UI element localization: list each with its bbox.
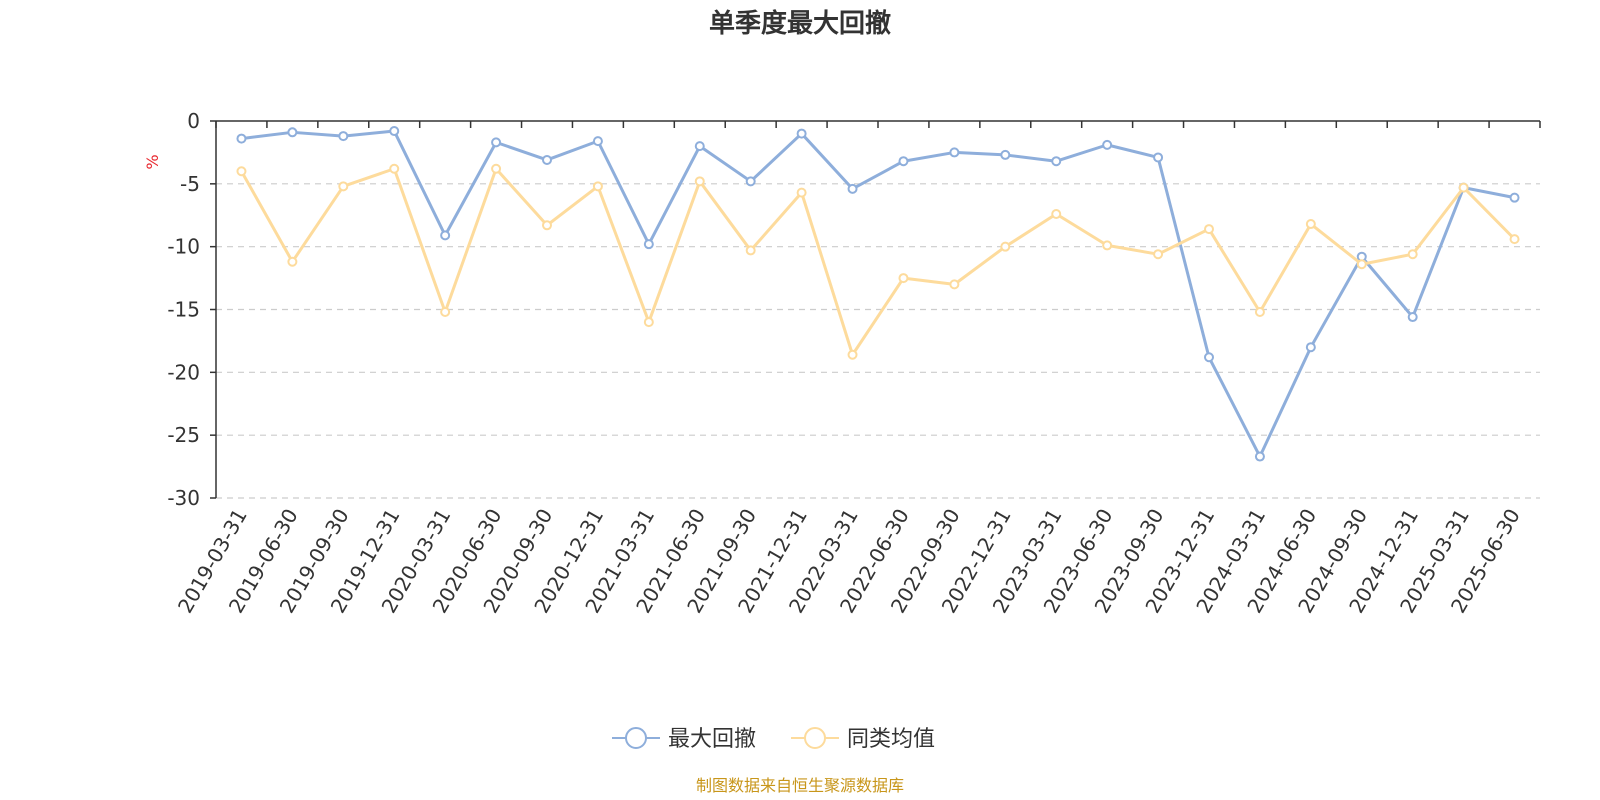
data-point[interactable] bbox=[1356, 259, 1367, 270]
y-tick-label: -20 bbox=[167, 360, 200, 384]
data-point[interactable] bbox=[1509, 192, 1520, 203]
legend-item-2[interactable]: 同类均值 bbox=[791, 727, 935, 752]
y-axis-unit: % bbox=[143, 154, 162, 169]
legend-swatch-marker bbox=[625, 727, 647, 749]
series-layer bbox=[236, 126, 1520, 462]
data-point[interactable] bbox=[1407, 249, 1418, 260]
data-point[interactable] bbox=[898, 156, 909, 167]
data-point[interactable] bbox=[338, 181, 349, 192]
data-point[interactable] bbox=[745, 245, 756, 256]
data-point[interactable] bbox=[440, 307, 451, 318]
data-point[interactable] bbox=[1051, 208, 1062, 219]
data-point[interactable] bbox=[949, 279, 960, 290]
data-point[interactable] bbox=[1102, 240, 1113, 251]
legend-swatch-marker bbox=[804, 727, 826, 749]
legend[interactable]: 最大回撤 同类均值 bbox=[612, 727, 935, 752]
grid-lines bbox=[216, 183, 1540, 499]
data-point[interactable] bbox=[592, 136, 603, 147]
chart-title: 单季度最大回撤 bbox=[709, 8, 891, 39]
y-tick-label: 0 bbox=[187, 109, 200, 133]
series-line-1 bbox=[241, 129, 1515, 459]
series-line-2 bbox=[240, 167, 1516, 357]
legend-label: 同类均值 bbox=[847, 727, 935, 752]
data-point[interactable] bbox=[847, 183, 858, 194]
data-point[interactable] bbox=[542, 220, 552, 231]
data-point[interactable] bbox=[287, 127, 298, 138]
data-point[interactable] bbox=[1509, 234, 1520, 245]
data-point[interactable] bbox=[491, 137, 502, 148]
y-tick-label: -10 bbox=[167, 235, 200, 259]
data-point[interactable] bbox=[643, 239, 654, 250]
y-tick-label: -15 bbox=[167, 298, 200, 322]
data-point[interactable] bbox=[643, 317, 654, 328]
data-point[interactable] bbox=[1254, 451, 1265, 462]
data-point[interactable] bbox=[287, 256, 298, 267]
y-tick-label: -5 bbox=[180, 172, 200, 196]
y-axis-ticks: 0 -5 -10 -15 -20 -25 -30 bbox=[167, 109, 216, 510]
legend-item-1[interactable]: 最大回撤 bbox=[612, 727, 756, 752]
data-point[interactable] bbox=[1305, 219, 1316, 230]
data-point[interactable] bbox=[491, 163, 502, 174]
data-point[interactable] bbox=[1051, 156, 1062, 167]
data-point[interactable] bbox=[1000, 241, 1011, 252]
data-point[interactable] bbox=[694, 141, 705, 152]
data-point[interactable] bbox=[694, 176, 705, 187]
data-point[interactable] bbox=[1153, 152, 1164, 163]
data-point[interactable] bbox=[1102, 139, 1113, 150]
data-point[interactable] bbox=[1305, 342, 1316, 353]
data-point[interactable] bbox=[1204, 224, 1214, 235]
data-point[interactable] bbox=[1204, 352, 1214, 363]
data-point[interactable] bbox=[338, 131, 349, 142]
data-point[interactable] bbox=[1000, 149, 1011, 160]
y-tick-label: -25 bbox=[167, 423, 200, 447]
data-point[interactable] bbox=[847, 349, 858, 360]
data-point[interactable] bbox=[1153, 249, 1164, 260]
data-point[interactable] bbox=[796, 187, 807, 198]
data-point[interactable] bbox=[440, 230, 451, 241]
data-point[interactable] bbox=[796, 128, 807, 139]
data-point[interactable] bbox=[1254, 307, 1265, 318]
x-axis-ticks: 2019-03-312019-06-302019-09-302019-12-31… bbox=[173, 121, 1541, 617]
data-point[interactable] bbox=[236, 133, 247, 144]
data-point[interactable] bbox=[949, 147, 960, 158]
legend-label: 最大回撤 bbox=[668, 727, 756, 752]
data-point[interactable] bbox=[236, 166, 247, 177]
data-point[interactable] bbox=[1407, 312, 1418, 323]
data-point[interactable] bbox=[542, 154, 552, 165]
source-note: 制图数据来自恒生聚源数据库 bbox=[696, 776, 904, 795]
data-point[interactable] bbox=[592, 181, 603, 192]
data-point[interactable] bbox=[1458, 182, 1469, 193]
data-point[interactable] bbox=[389, 126, 400, 137]
y-tick-label: -30 bbox=[167, 486, 200, 510]
data-point[interactable] bbox=[898, 273, 909, 284]
data-point[interactable] bbox=[389, 163, 400, 174]
data-point[interactable] bbox=[745, 176, 756, 187]
